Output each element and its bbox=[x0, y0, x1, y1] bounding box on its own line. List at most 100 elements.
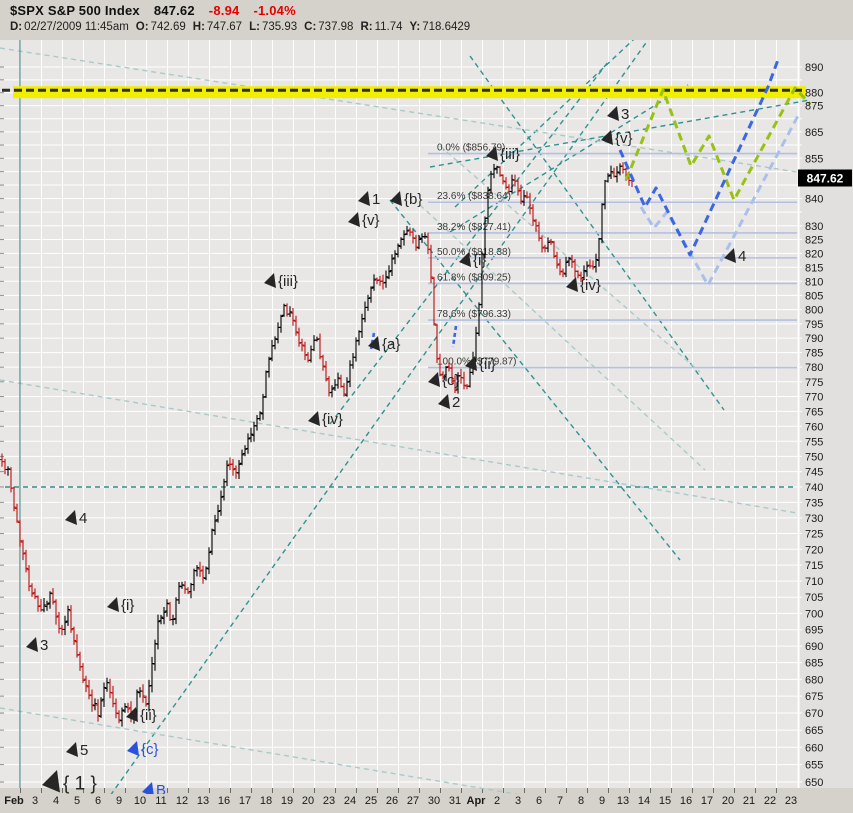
y-axis-label: 675 bbox=[805, 691, 823, 703]
wave-marker-triangle bbox=[459, 252, 471, 267]
wave-marker-triangle bbox=[65, 510, 77, 525]
fib-level-label: 78.6% ($796.33) bbox=[437, 309, 511, 320]
wave-label: {v} bbox=[362, 212, 380, 229]
fib-level-label: 61.8% ($809.25) bbox=[437, 272, 511, 283]
ohlc-info-row: D: 02/27/2009 11:45am O: 742.69 H: 747.67 L: 73… bbox=[0, 18, 853, 33]
y-axis-label: 720 bbox=[805, 544, 823, 556]
blue-fragment-line bbox=[451, 325, 458, 348]
trendline bbox=[454, 25, 649, 208]
x-axis-label: 3 bbox=[32, 795, 38, 807]
trendline bbox=[0, 707, 601, 809]
x-axis-label: 7 bbox=[557, 795, 563, 807]
wave-marker-triangle bbox=[724, 248, 736, 263]
wave-marker-triangle bbox=[390, 191, 402, 206]
wave-marker-triangle bbox=[607, 106, 619, 121]
x-axis-label: 22 bbox=[764, 795, 776, 807]
fib-level-label: 0.0% ($856.79) bbox=[437, 143, 505, 154]
wave-marker-triangle bbox=[107, 597, 119, 612]
resistance-band bbox=[13, 86, 806, 99]
y-axis-label: 715 bbox=[805, 560, 823, 572]
y-axis-label: 735 bbox=[805, 497, 823, 509]
y-axis-label: 710 bbox=[805, 576, 823, 588]
info-field-value: 735.93 bbox=[261, 21, 298, 33]
y-axis-label: 790 bbox=[805, 333, 823, 345]
y-axis-label: 815 bbox=[805, 262, 823, 274]
info-field-value: 02/27/2009 11:45am bbox=[24, 21, 129, 33]
wave-label: {v} bbox=[615, 130, 633, 147]
x-axis-label: 16 bbox=[218, 795, 230, 807]
x-axis-label: 31 bbox=[449, 795, 461, 807]
x-axis-label: 3 bbox=[515, 795, 521, 807]
wave-label: {iii} bbox=[500, 146, 520, 163]
info-field-label: R: bbox=[360, 21, 373, 33]
wave-label: {ii} bbox=[479, 356, 496, 373]
x-axis-label: 20 bbox=[722, 795, 734, 807]
x-axis-label: 21 bbox=[743, 795, 755, 807]
fib-level-label: 38.2% ($827.41) bbox=[437, 222, 511, 233]
y-axis-label: 685 bbox=[805, 658, 823, 670]
y-axis-label: 825 bbox=[805, 235, 823, 247]
x-axis-label: 6 bbox=[95, 795, 101, 807]
wave-marker-triangle bbox=[428, 372, 440, 387]
wave-label: {ii} bbox=[140, 707, 157, 724]
wave-marker-triangle bbox=[566, 277, 578, 292]
y-axis-label: 650 bbox=[805, 777, 823, 789]
wave-label: 4 bbox=[738, 248, 746, 265]
y-axis-label: 690 bbox=[805, 641, 823, 653]
y-axis-label: 810 bbox=[805, 276, 823, 288]
x-axis-label: Apr bbox=[467, 795, 487, 807]
wave-marker-triangle bbox=[126, 707, 138, 722]
info-field-label: O: bbox=[135, 21, 149, 33]
wave-label: 3 bbox=[40, 637, 48, 654]
x-axis-label: 13 bbox=[197, 795, 209, 807]
info-field-label: H: bbox=[192, 21, 205, 33]
trendline bbox=[419, 204, 706, 471]
wave-marker-triangle bbox=[66, 742, 78, 757]
wave-label: {c} bbox=[442, 372, 460, 389]
wave-marker-triangle bbox=[358, 191, 370, 206]
fib-level-label: 23.6% ($838.64) bbox=[437, 191, 511, 202]
x-axis-label: 12 bbox=[176, 795, 188, 807]
x-axis-label: 13 bbox=[617, 795, 629, 807]
trendline bbox=[329, 61, 609, 425]
x-axis-strip bbox=[0, 794, 853, 813]
x-axis-label: Feb bbox=[4, 795, 24, 807]
y-axis-label: 745 bbox=[805, 467, 823, 479]
wave-label: {iv} bbox=[322, 411, 343, 428]
wave-marker-triangle bbox=[486, 146, 498, 161]
projection-path-alt-green bbox=[624, 86, 812, 202]
fib-level-label: 50.0% ($818.38) bbox=[437, 247, 511, 258]
x-axis-label: 4 bbox=[53, 795, 59, 807]
info-field-value: 742.69 bbox=[150, 21, 186, 33]
y-axis-label: 705 bbox=[805, 592, 823, 604]
y-axis-label: 840 bbox=[805, 194, 823, 206]
x-axis-label: 17 bbox=[701, 795, 713, 807]
info-field-value: 737.98 bbox=[318, 21, 354, 33]
y-axis-label: 750 bbox=[805, 451, 823, 463]
wave-label: 4 bbox=[79, 510, 87, 527]
wave-label: {b} bbox=[404, 191, 422, 208]
info-field-value: 11.74 bbox=[374, 21, 403, 33]
x-axis-label: 8 bbox=[578, 795, 584, 807]
x-axis-label: 9 bbox=[116, 795, 122, 807]
y-axis-label: 805 bbox=[805, 290, 823, 302]
x-axis-label: 14 bbox=[638, 795, 650, 807]
y-axis-label: 655 bbox=[805, 760, 823, 772]
wave-marker-triangle bbox=[348, 212, 360, 227]
wave-marker-triangle bbox=[42, 770, 60, 793]
trendline bbox=[99, 39, 649, 811]
y-axis-label: 740 bbox=[805, 482, 823, 494]
wave-label: 1 bbox=[372, 191, 380, 208]
x-axis-label: 17 bbox=[239, 795, 251, 807]
chart-header: $SPX S&P 500 Index 847.62 -8.94 -1.04% D: 02… bbox=[0, 0, 853, 40]
wave-label: {a} bbox=[382, 336, 400, 353]
fib-level-label: 100.0% ($779.87) bbox=[437, 357, 517, 368]
y-axis-label: 695 bbox=[805, 625, 823, 637]
x-axis-label: 23 bbox=[323, 795, 335, 807]
wave-marker-triangle bbox=[308, 411, 320, 426]
info-field-value: 747.67 bbox=[206, 21, 243, 33]
x-axis-label: 15 bbox=[659, 795, 671, 807]
y-axis-label: 830 bbox=[805, 221, 823, 233]
